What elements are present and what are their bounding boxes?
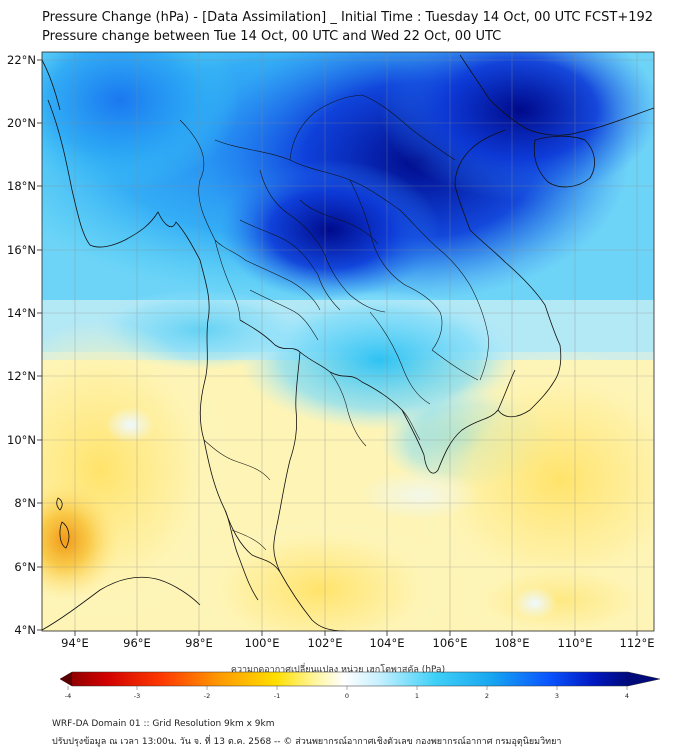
map-subtitle: Pressure change between Tue 14 Oct, 00 U… xyxy=(42,29,502,44)
lon-label: 96°E xyxy=(123,636,151,650)
lat-label: 20°N xyxy=(7,116,36,130)
colorbar-tick: 3 xyxy=(555,692,559,700)
lon-label: 112°E xyxy=(620,636,655,650)
colorbar: -4 -3 -2 -1 0 1 2 3 4 xyxy=(59,671,661,700)
lon-label: 106°E xyxy=(433,636,468,650)
lat-label: 22°N xyxy=(7,53,36,67)
lon-label: 98°E xyxy=(185,636,213,650)
lat-label: 10°N xyxy=(7,433,36,447)
footer-model-info: WRF-DA Domain 01 :: Grid Resolution 9km … xyxy=(52,719,275,729)
graticule xyxy=(42,52,654,631)
colorbar-tick: -3 xyxy=(134,692,140,700)
lat-label: 18°N xyxy=(7,179,36,193)
lon-label: 108°E xyxy=(495,636,530,650)
colorbar-tick: -1 xyxy=(274,692,280,700)
coastlines xyxy=(42,54,654,631)
map-title: Pressure Change (hPa) - [Data Assimilati… xyxy=(42,10,654,25)
lat-label: 12°N xyxy=(7,369,36,383)
colorbar-tick: 2 xyxy=(485,692,489,700)
borders xyxy=(179,94,489,551)
lat-label: 14°N xyxy=(7,306,36,320)
lon-label: 104°E xyxy=(370,636,405,650)
colorbar-tick: 0 xyxy=(345,692,349,700)
lon-label: 102°E xyxy=(308,636,343,650)
lat-label: 4°N xyxy=(14,623,36,637)
lon-label: 100°E xyxy=(245,636,280,650)
lat-label: 6°N xyxy=(14,560,36,574)
lon-label: 110°E xyxy=(558,636,593,650)
lat-label: 8°N xyxy=(14,496,36,510)
colorbar-tick: 1 xyxy=(415,692,419,700)
colorbar-tick: -2 xyxy=(204,692,210,700)
pressure-field xyxy=(42,52,654,631)
colorbar-tick: 4 xyxy=(625,692,629,700)
colorbar-tick: -4 xyxy=(65,692,71,700)
colorbar-title: ความกดอากาศเปลี่ยนแปลง หน่วย เฮกโตพาสคัล… xyxy=(230,665,446,675)
lon-label: 94°E xyxy=(61,636,89,650)
lat-label: 16°N xyxy=(7,243,36,257)
footer-credit: ปรับปรุงข้อมูล ณ เวลา 13:00น. วัน จ. ที่… xyxy=(52,737,562,747)
